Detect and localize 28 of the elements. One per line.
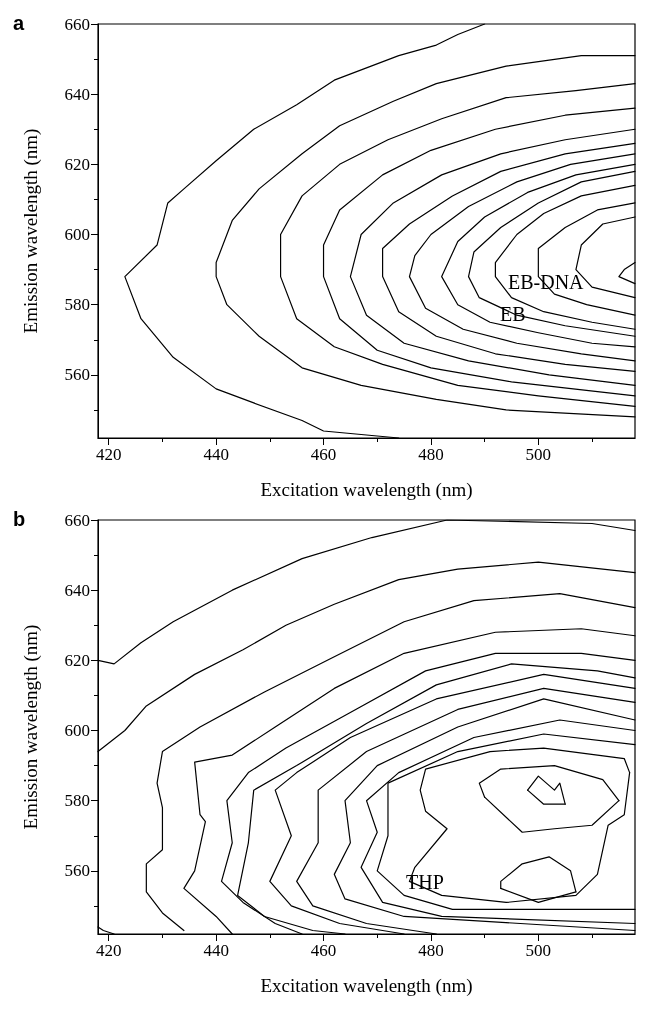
x-axis-title: Excitation wavelength (nm) bbox=[260, 479, 473, 501]
y-tick-label: 560 bbox=[64, 365, 90, 385]
y-tick-label: 560 bbox=[64, 861, 90, 881]
x-tick-label: 480 bbox=[418, 941, 444, 960]
y-tick-label: 660 bbox=[64, 510, 90, 530]
y-axis-title: Emission wavelength (nm) bbox=[20, 624, 42, 830]
x-tick-label: 440 bbox=[203, 941, 229, 960]
y-axis-title: Emission wavelength (nm) bbox=[20, 128, 42, 334]
y-tick-label: 600 bbox=[64, 225, 90, 245]
x-tick-label: 460 bbox=[310, 941, 337, 960]
x-tick-label: 480 bbox=[418, 445, 444, 464]
y-tick-label: 640 bbox=[64, 84, 90, 104]
x-tick-label: 500 bbox=[525, 941, 552, 960]
y-tick-label: 580 bbox=[64, 791, 90, 811]
chart-title: a bbox=[13, 12, 25, 34]
x-tick-label: 420 bbox=[95, 445, 122, 464]
y-tick-label: 620 bbox=[64, 154, 90, 174]
y-tick-label: 620 bbox=[64, 650, 90, 670]
y-tick-label: 580 bbox=[64, 295, 90, 315]
x-tick-label: 440 bbox=[203, 445, 229, 464]
x-tick-label: 500 bbox=[525, 445, 552, 464]
chart-title: b bbox=[13, 508, 26, 530]
x-tick-label: 460 bbox=[310, 445, 337, 464]
y-tick-label: 640 bbox=[64, 580, 90, 600]
y-tick-label: 660 bbox=[64, 14, 90, 34]
x-axis-title: Excitation wavelength (nm) bbox=[260, 975, 473, 997]
x-tick-label: 420 bbox=[95, 941, 122, 960]
y-tick-label: 600 bbox=[64, 721, 90, 741]
